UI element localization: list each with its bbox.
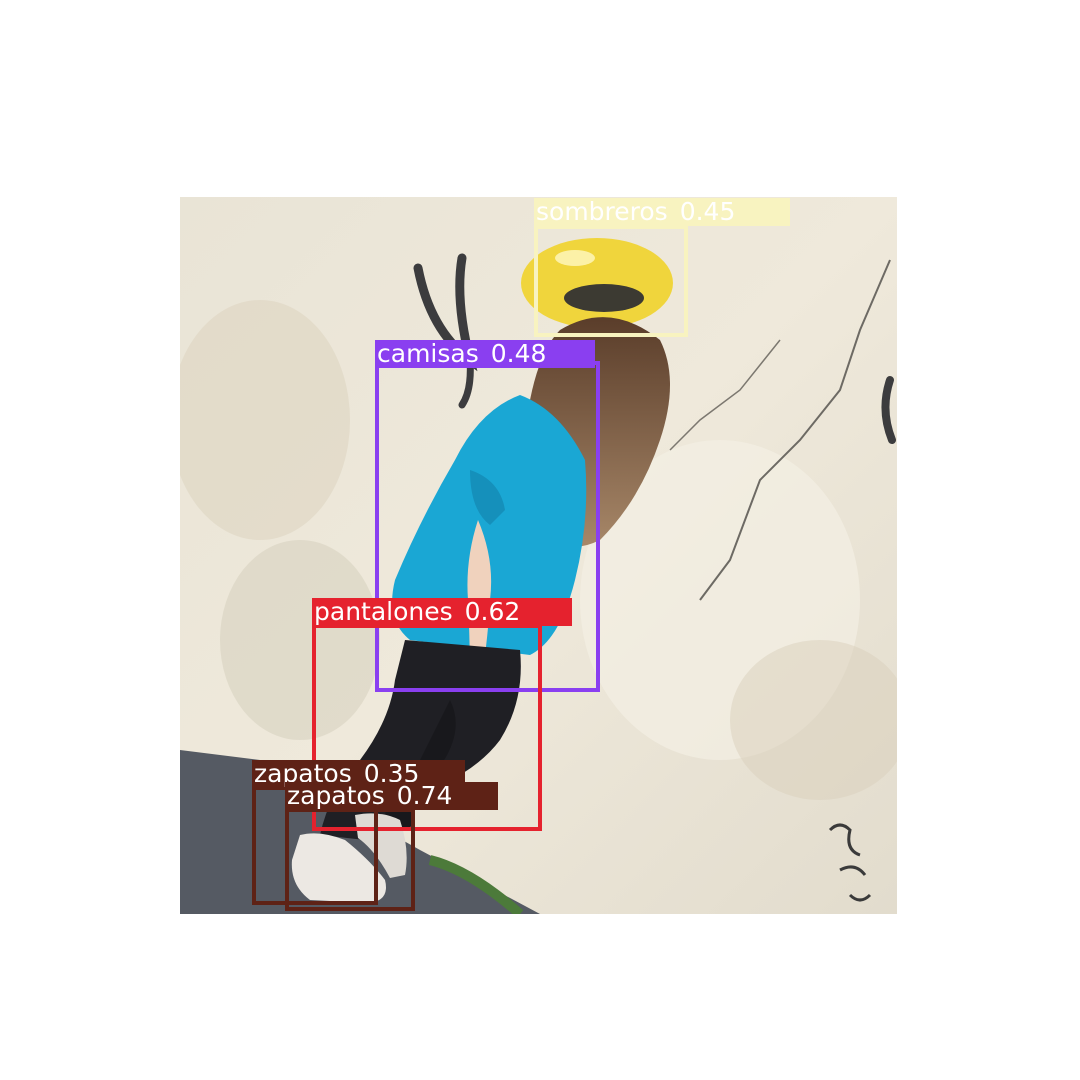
- detection-score: 0.48: [490, 340, 547, 368]
- detection-box-zapatos-2: [285, 808, 415, 911]
- detection-label-text: sombreros: [536, 198, 668, 226]
- detection-box-sombreros: [534, 225, 688, 337]
- detection-label-pantalones: pantalones 0.62: [312, 598, 572, 626]
- detection-label-text: pantalones: [314, 598, 453, 626]
- detection-score: 0.45: [679, 198, 736, 226]
- shoe-left: [291, 833, 386, 903]
- detection-score: 0.62: [464, 598, 521, 626]
- detection-label-zapatos-2: zapatos 0.74: [285, 782, 498, 810]
- detection-label-zapatos-1: zapatos 0.35: [252, 760, 465, 788]
- detection-label-text: zapatos: [287, 782, 385, 810]
- detection-box-pantalones: [312, 624, 542, 831]
- detection-label-text: camisas: [377, 340, 479, 368]
- shirt: [392, 395, 587, 655]
- detection-score: 0.74: [396, 782, 453, 810]
- detection-label-camisas: camisas 0.48: [375, 340, 595, 368]
- detection-label-sombreros: sombreros 0.45: [534, 198, 790, 226]
